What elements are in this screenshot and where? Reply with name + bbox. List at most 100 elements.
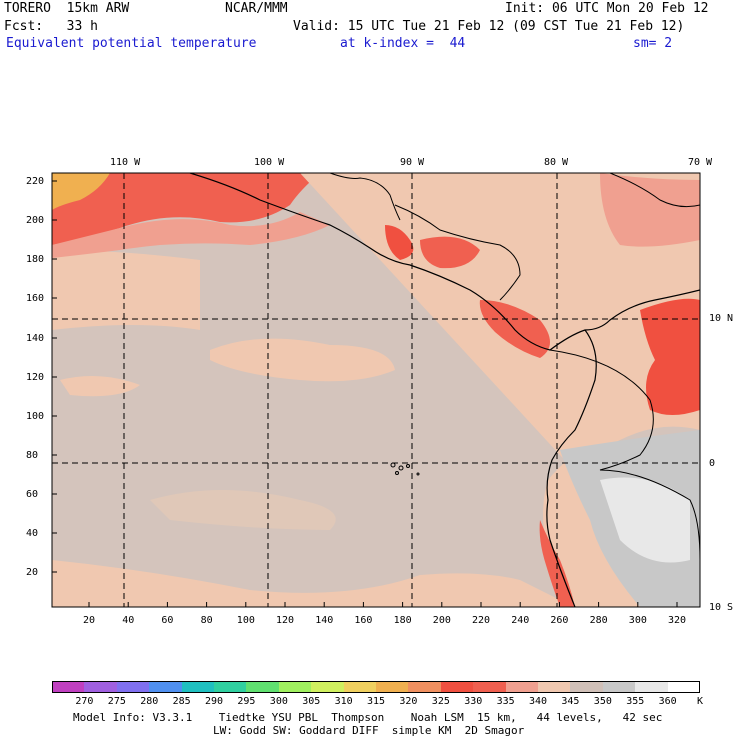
bottom-tick-label: 20 <box>83 615 96 626</box>
colorbar-swatch <box>278 681 312 693</box>
plot-frame <box>51 172 701 608</box>
left-tick-label: 120 <box>26 372 45 383</box>
colorbar-label: 345 <box>561 696 580 707</box>
colorbar-label: 280 <box>140 696 159 707</box>
colorbar-swatch <box>667 681 701 693</box>
tick-marks <box>52 180 678 607</box>
lat-label-10s: 10 S <box>709 602 734 613</box>
guatemala-hot-spot <box>385 225 414 260</box>
colorbar-label: 360 <box>658 696 677 707</box>
colorbar-label: 275 <box>107 696 126 707</box>
valid-time: Valid: 15 UTC Tue 21 Feb 12 (09 CST Tue … <box>293 19 685 34</box>
caribbean-warm-area <box>600 173 700 247</box>
bottom-tick-label: 40 <box>122 615 135 626</box>
western-warm-area <box>52 250 200 330</box>
lon-label-90w: 90 W <box>400 157 425 168</box>
bottom-tick-label: 200 <box>432 615 451 626</box>
colorbar-swatch <box>473 681 507 693</box>
left-tick-label: 60 <box>26 489 39 500</box>
colorbar-label: 320 <box>399 696 418 707</box>
colorbar-swatch <box>311 681 345 693</box>
andes-coldest-region <box>600 477 690 563</box>
left-tick-label: 80 <box>26 450 39 461</box>
left-tick-label: 160 <box>26 293 45 304</box>
left-tick-label: 220 <box>26 176 45 187</box>
left-tick-label: 140 <box>26 333 45 344</box>
west-warm-patch <box>60 376 140 397</box>
pacific-coastline <box>189 173 700 351</box>
south-warm-patch <box>150 490 336 530</box>
field-name: Equivalent potential temperature <box>6 36 257 51</box>
colorbar-swatch <box>343 681 377 693</box>
mexico-coastline <box>329 173 401 221</box>
colorbar-unit: K <box>697 696 704 707</box>
colorbar-swatch <box>149 681 183 693</box>
colorbar-swatch <box>538 681 571 693</box>
colorbar-label: 285 <box>172 696 191 707</box>
colorbar-swatch <box>376 681 409 693</box>
bottom-tick-label: 80 <box>200 615 213 626</box>
galapagos-island <box>406 464 410 468</box>
south-america-coastline <box>546 329 597 607</box>
bottom-tick-label: 140 <box>315 615 334 626</box>
colorbar-label: 350 <box>593 696 612 707</box>
graticule <box>52 173 700 607</box>
colorbar-label: 290 <box>205 696 224 707</box>
colorbar-swatch <box>246 681 280 693</box>
bottom-tick-label: 300 <box>628 615 647 626</box>
bottom-tick-label: 280 <box>589 615 608 626</box>
lon-label-110w: 110 W <box>110 157 141 168</box>
colorbar-swatch <box>408 681 442 693</box>
galapagos-island <box>398 465 404 471</box>
colorbar-swatch <box>505 681 539 693</box>
bottom-tick-label: 260 <box>550 615 569 626</box>
model-info: Model Info: V3.3.1 Tiedtke YSU PBL Thomp… <box>73 711 663 724</box>
colorbar-label: 295 <box>237 696 256 707</box>
southern-warm-band <box>52 560 560 607</box>
colorbar-label: 310 <box>334 696 353 707</box>
bottom-tick-label: 100 <box>236 615 255 626</box>
colorbar-label: 340 <box>529 696 548 707</box>
honduras-hot-spot <box>420 236 480 269</box>
init-time: Init: 06 UTC Mon 20 Feb 12 <box>505 1 709 16</box>
nw-hot-region <box>52 173 320 245</box>
colorbar-swatch <box>181 681 215 693</box>
colorbar-swatch <box>214 681 247 693</box>
colorbar-label: 325 <box>431 696 450 707</box>
temperature-field <box>52 173 700 607</box>
cuba-coastline <box>609 173 700 208</box>
model-name: TORERO 15km ARW <box>4 1 130 16</box>
bottom-tick-label: 320 <box>668 615 687 626</box>
bottom-tick-label: 160 <box>354 615 373 626</box>
colorbar-swatch <box>570 681 604 693</box>
lon-label-80w: 80 W <box>544 157 569 168</box>
galapagos-island <box>416 472 420 476</box>
bottom-tick-label: 120 <box>276 615 295 626</box>
bottom-tick-label: 220 <box>472 615 491 626</box>
colorbar-label: 330 <box>464 696 483 707</box>
organization: NCAR/MMM <box>225 1 288 16</box>
colombia-hot-region <box>640 298 700 415</box>
left-tick-label: 180 <box>26 254 45 265</box>
colorbar-label: 270 <box>75 696 94 707</box>
bottom-tick-label: 180 <box>393 615 412 626</box>
lon-label-70w: 70 W <box>688 157 713 168</box>
colorbar-swatch <box>602 681 636 693</box>
colorbar-label: 300 <box>269 696 288 707</box>
lat-label-10n: 10 N <box>709 313 734 324</box>
left-tick-label: 200 <box>26 215 45 226</box>
left-tick-label: 20 <box>26 567 39 578</box>
colorbar-swatch <box>440 681 474 693</box>
colorbar-swatch <box>116 681 150 693</box>
galapagos-island <box>395 471 399 475</box>
bottom-tick-label: 240 <box>511 615 530 626</box>
colorbar-label: 315 <box>367 696 386 707</box>
colorbar-swatch <box>635 681 669 693</box>
lon-label-100w: 100 W <box>254 157 285 168</box>
smoothing-info: sm= 2 <box>633 36 673 51</box>
level-info: at k-index = 44 <box>340 36 466 51</box>
colorbar-swatch <box>84 681 118 693</box>
forecast-hour: Fcst: 33 h <box>4 19 98 34</box>
colorbar-label: 355 <box>626 696 645 707</box>
